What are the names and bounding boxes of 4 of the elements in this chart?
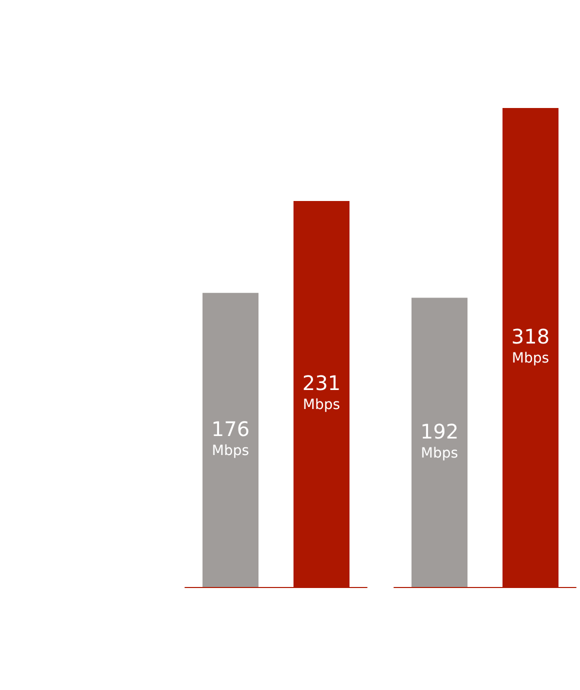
data-label: 318 Mbps — [511, 324, 550, 366]
data-label: 231 Mbps — [302, 371, 341, 413]
data-label: 192 Mbps — [420, 419, 459, 462]
data-label: 176 Mbps — [211, 416, 250, 459]
